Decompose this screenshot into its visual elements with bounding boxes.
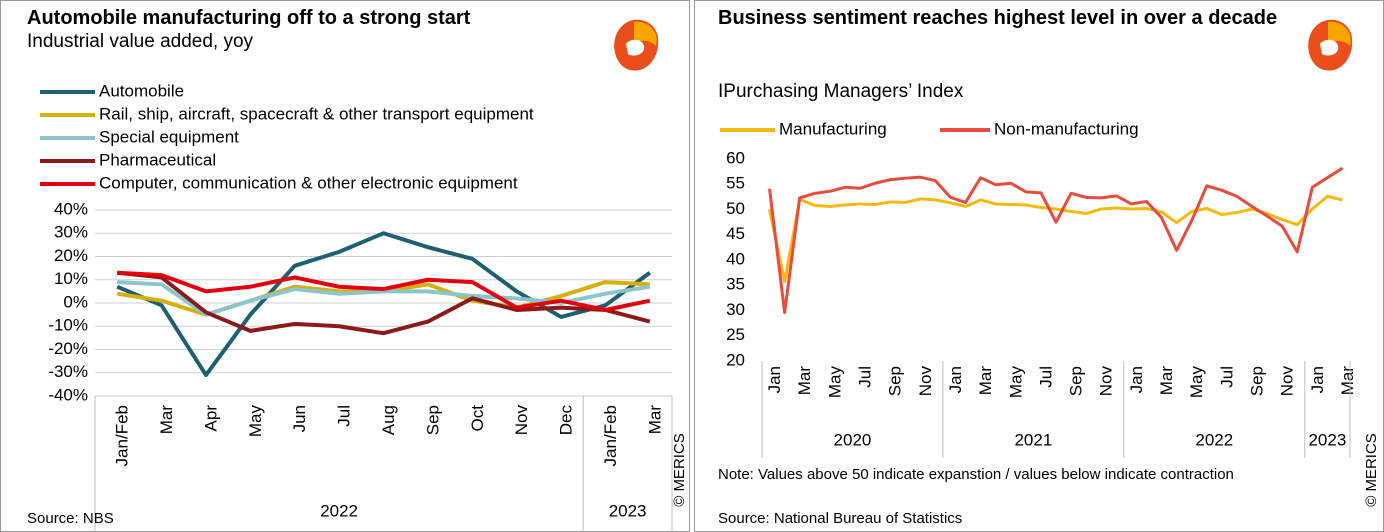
watermark: © MERICS [1363, 433, 1380, 507]
x-tick-label: Nov [1278, 366, 1297, 397]
x-tick-label: Sep [1247, 366, 1266, 396]
series-line [116, 231, 651, 378]
y-tick-label: 20% [54, 246, 88, 265]
y-tick-label: 60 [726, 148, 745, 167]
group-label: 2023 [609, 501, 647, 520]
source: Source: National Bureau of Statistics [718, 510, 963, 527]
y-tick-label: -40% [48, 385, 88, 404]
legend-label: Automobile [99, 81, 184, 100]
x-tick-label: Sep [1067, 366, 1086, 396]
y-tick-label: 50 [726, 199, 745, 218]
x-tick-label: Aug [379, 405, 398, 435]
chart-title: Business sentiment reaches highest level… [718, 7, 1278, 29]
x-tick-label: Nov [1097, 366, 1116, 397]
group-label: 2022 [320, 501, 358, 520]
series-line [117, 280, 651, 317]
y-tick-label: 20 [726, 350, 745, 369]
y-tick-label: -10% [48, 316, 88, 335]
legend-label: Special equipment [99, 127, 239, 146]
x-tick-label: Jul [335, 405, 354, 427]
x-tick-label: Mar [976, 366, 995, 396]
y-tick-label: 30% [54, 223, 88, 242]
group-label: 2021 [1014, 430, 1052, 449]
y-tick-label: -30% [48, 362, 88, 381]
x-tick-label: Jan/Feb [601, 405, 620, 466]
x-tick-label: Sep [423, 405, 442, 435]
y-tick-label: 25 [726, 325, 745, 344]
x-tick-label: Mar [157, 405, 176, 435]
logo [614, 19, 659, 71]
series-line [768, 194, 1343, 284]
x-tick-label: Jul [1036, 366, 1055, 388]
chart-title: Automobile manufacturing off to a strong… [27, 7, 471, 29]
y-tick-label: 40% [54, 199, 88, 218]
group-label: 2023 [1308, 430, 1346, 449]
note: Note: Values above 50 indicate expanstio… [718, 466, 1234, 483]
x-tick-label: Jan [1308, 366, 1327, 393]
x-tick-label: Mar [645, 405, 664, 435]
watermark: © MERICS [671, 433, 688, 507]
logo [1308, 19, 1353, 71]
legend-label: Non-manufacturing [994, 119, 1139, 138]
x-tick-label: Apr [201, 405, 220, 432]
x-tick-label: Jul [855, 366, 874, 388]
y-tick-label: 45 [726, 224, 745, 243]
y-tick-label: -20% [48, 339, 88, 358]
x-tick-label: Dec [557, 405, 576, 436]
x-tick-label: Jan [1127, 366, 1146, 393]
legend-label: Pharmaceutical [99, 150, 216, 169]
x-tick-label: May [1006, 366, 1025, 399]
x-tick-label: Mar [1157, 366, 1176, 396]
x-tick-label: Oct [468, 405, 487, 432]
y-tick-label: 30 [726, 300, 745, 319]
x-tick-label: May [825, 366, 844, 399]
y-tick-label: 40 [726, 249, 745, 268]
x-tick-label: Mar [795, 366, 814, 396]
chart-subtitle: IPurchasing Managers’ Index [718, 81, 964, 102]
panel-border [0, 0, 690, 532]
x-tick-label: Nov [916, 366, 935, 397]
x-tick-label: Jan [946, 366, 965, 393]
x-tick-label: Jul [1217, 366, 1236, 388]
x-tick-label: Mar [1338, 366, 1357, 396]
y-tick-label: 55 [726, 174, 745, 193]
x-tick-label: Nov [512, 405, 531, 436]
y-tick-label: 10% [54, 269, 88, 288]
legend-label: Computer, communication & other electron… [99, 173, 518, 192]
y-tick-label: 35 [726, 275, 745, 294]
y-tick-label: 0% [63, 292, 88, 311]
x-tick-label: May [246, 405, 265, 438]
x-tick-label: May [1187, 366, 1206, 399]
source: Source: NBS [27, 510, 114, 527]
x-tick-label: Jan [765, 366, 784, 393]
series-line [116, 270, 651, 336]
series-line [768, 166, 1344, 315]
chart-subtitle: Industrial value added, yoy [27, 31, 254, 52]
x-tick-label: Jun [290, 405, 309, 432]
group-label: 2022 [1195, 430, 1233, 449]
legend-label: Rail, ship, aircraft, spacecraft & other… [99, 104, 534, 123]
group-label: 2020 [834, 430, 872, 449]
legend-label: Manufacturing [779, 119, 887, 138]
x-tick-label: Sep [886, 366, 905, 396]
x-tick-label: Jan/Feb [113, 405, 132, 466]
series-line [117, 270, 651, 312]
